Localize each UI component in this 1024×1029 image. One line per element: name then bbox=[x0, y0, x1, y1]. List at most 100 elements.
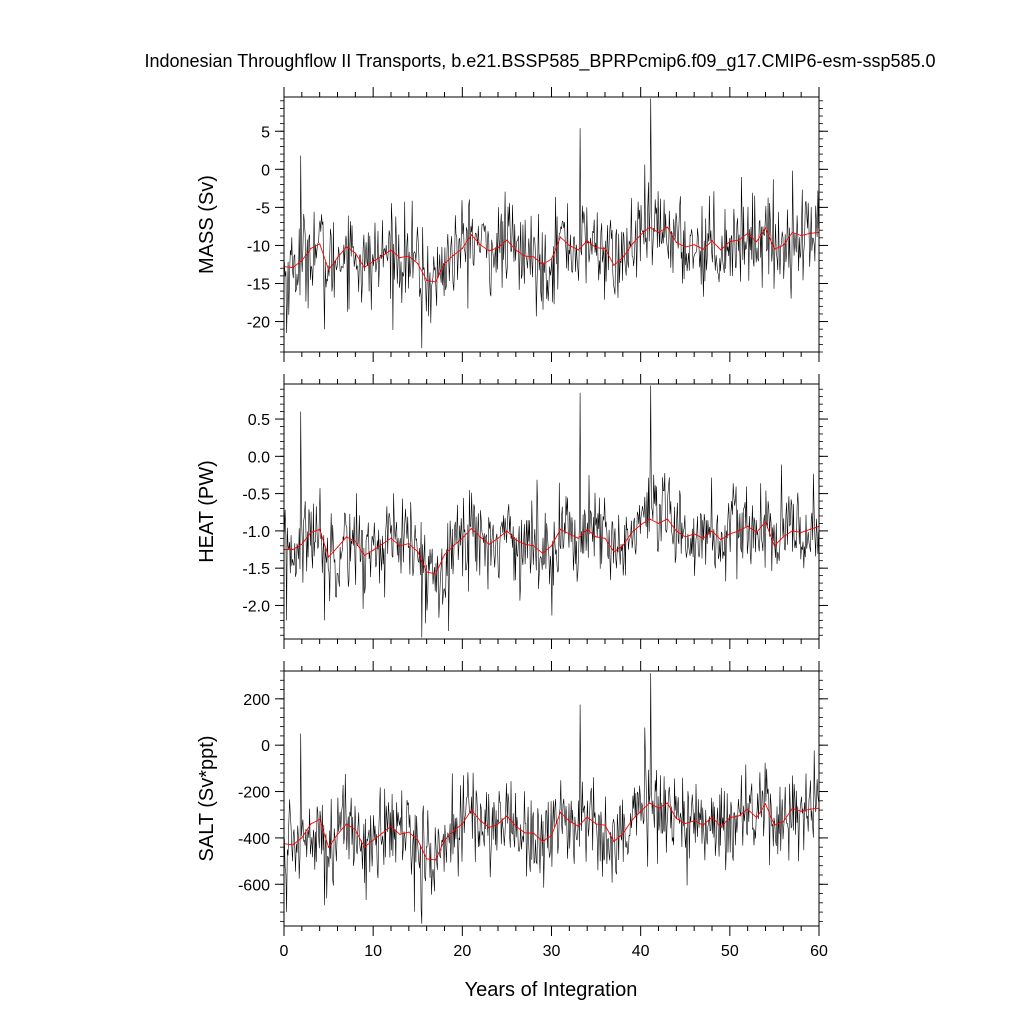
heat-smoothed-point bbox=[541, 552, 544, 554]
heat-smoothed-point bbox=[693, 533, 695, 535]
mass-smoothed-point bbox=[773, 248, 776, 250]
salt-smoothed-point bbox=[372, 839, 374, 841]
mass-smoothed-point bbox=[550, 258, 553, 260]
heat-smoothed-point bbox=[479, 536, 481, 538]
mass-smoothed-point bbox=[755, 241, 758, 243]
mass-smoothed-point bbox=[684, 246, 686, 248]
mass-y-tick-label: -5 bbox=[256, 200, 270, 217]
mass-smoothed-point bbox=[524, 255, 526, 257]
heat-smoothed-point bbox=[506, 530, 508, 532]
salt-smoothed-point bbox=[515, 825, 517, 827]
heat-smoothed-point bbox=[729, 533, 731, 535]
mass-smoothed-point bbox=[586, 240, 588, 242]
mass-smoothed-point bbox=[497, 247, 499, 249]
mass-smoothed-point bbox=[515, 249, 517, 251]
heat-smoothed-point bbox=[604, 537, 606, 539]
salt-panel: -600 -400 -200 0 200 SALT (Sv*ppt) 0 10 20 30 40 50… bbox=[196, 661, 828, 960]
mass-smoothed-point bbox=[292, 266, 294, 269]
heat-smoothed-point bbox=[426, 571, 428, 573]
salt-smoothed-point bbox=[363, 846, 365, 848]
mass-smoothed-point bbox=[800, 234, 802, 237]
heat-smoothed-point bbox=[363, 554, 365, 557]
salt-smoothed-point bbox=[327, 846, 330, 848]
salt-smoothed-point bbox=[497, 823, 499, 825]
heat-y-tick-label: -0.5 bbox=[242, 487, 270, 504]
chart-panels: -20 -15 -10 -5 0 5 MASS (Sv) -2.0 -1.5 -1.0 -0.5 0.… bbox=[196, 87, 828, 960]
mass-smoothed-point bbox=[631, 244, 633, 246]
mass-smoothed-point bbox=[640, 234, 642, 236]
heat-smoothed-point bbox=[310, 531, 312, 533]
salt-smoothed-point bbox=[631, 819, 633, 822]
heat-smoothed-point bbox=[782, 536, 784, 538]
salt-smoothed-point bbox=[319, 818, 321, 820]
mass-smoothed-point bbox=[506, 239, 508, 241]
heat-smoothed-point bbox=[764, 521, 767, 523]
salt-smoothed-point bbox=[755, 817, 758, 819]
salt-smoothed-point bbox=[488, 826, 490, 829]
salt-smoothed-point bbox=[541, 840, 544, 842]
mass-smoothed-point bbox=[417, 263, 419, 265]
x-tick-label: 50 bbox=[721, 943, 739, 960]
mass-smoothed-point bbox=[533, 256, 535, 258]
heat-panel: -2.0 -1.5 -1.0 -0.5 0.0 0.5 HEAT (PW) bbox=[196, 374, 828, 649]
salt-smoothed-point bbox=[310, 823, 312, 825]
heat-smoothed-point bbox=[292, 548, 294, 551]
mass-smoothed-point bbox=[426, 279, 428, 282]
heat-smoothed-point bbox=[327, 556, 330, 558]
mass-panel: -20 -15 -10 -5 0 5 MASS (Sv) bbox=[196, 87, 828, 362]
salt-y-tick-label: -200 bbox=[238, 785, 270, 802]
mass-smoothed-point bbox=[666, 226, 669, 228]
mass-smoothed-point bbox=[479, 244, 481, 246]
x-tick-label: 0 bbox=[280, 943, 289, 960]
mass-smoothed-point bbox=[488, 250, 490, 252]
salt-smoothed-point bbox=[506, 815, 508, 817]
salt-smoothed-point bbox=[452, 830, 455, 832]
salt-smoothed-point bbox=[657, 807, 660, 809]
heat-smoothed-point bbox=[720, 539, 722, 541]
mass-smoothed-point bbox=[399, 257, 401, 259]
x-tick-label: 40 bbox=[632, 943, 650, 960]
mass-smoothed-point bbox=[559, 236, 562, 238]
mass-smoothed-point bbox=[568, 244, 570, 247]
heat-y-tick-label: 0.0 bbox=[248, 449, 270, 466]
mass-smoothed-point bbox=[764, 227, 767, 229]
mass-raw-series-line bbox=[284, 98, 819, 349]
heat-smoothed-point bbox=[657, 522, 660, 525]
salt-smoothed-point bbox=[702, 824, 704, 826]
salt-smoothed-point bbox=[292, 844, 294, 846]
x-axis-label: Years of Integration bbox=[465, 979, 638, 1001]
salt-smoothed-point bbox=[550, 834, 553, 837]
salt-y-tick-label: -600 bbox=[238, 877, 270, 894]
mass-y-axis-label: MASS (Sv) bbox=[196, 175, 218, 274]
mass-smoothed-point bbox=[595, 247, 597, 249]
salt-smoothed-point bbox=[738, 815, 740, 817]
mass-y-tick-label: 5 bbox=[261, 124, 270, 141]
heat-smoothed-point bbox=[399, 545, 401, 547]
mass-smoothed-point bbox=[461, 247, 463, 250]
mass-smoothed-point bbox=[657, 231, 660, 234]
heat-smoothed-point bbox=[390, 537, 392, 539]
mass-smoothed-point bbox=[408, 255, 410, 257]
heat-smoothed-point bbox=[301, 543, 303, 545]
salt-smoothed-point bbox=[648, 802, 651, 804]
mass-plot-frame bbox=[283, 96, 820, 353]
heat-smoothed-point bbox=[470, 528, 472, 530]
salt-smoothed-point bbox=[613, 840, 615, 842]
salt-y-tick-label: 200 bbox=[243, 692, 270, 709]
heat-smoothed-point bbox=[613, 551, 615, 553]
mass-smoothed-point bbox=[693, 244, 695, 246]
salt-smoothed-point bbox=[773, 824, 776, 826]
heat-smoothed-point bbox=[675, 530, 677, 532]
heat-y-tick-label: 0.5 bbox=[248, 412, 270, 429]
mass-smoothed-point bbox=[702, 248, 704, 250]
heat-smoothed-point bbox=[381, 543, 383, 545]
heat-smoothed-point bbox=[791, 530, 793, 532]
salt-smoothed-point bbox=[729, 816, 731, 819]
heat-smoothed-point bbox=[408, 542, 410, 545]
salt-smoothed-point bbox=[622, 833, 624, 835]
heat-smoothed-point bbox=[354, 540, 356, 542]
heat-y-tick-label: -2.0 bbox=[242, 598, 270, 615]
heat-smoothed-point bbox=[595, 536, 597, 538]
heat-smoothed-point bbox=[550, 545, 553, 547]
